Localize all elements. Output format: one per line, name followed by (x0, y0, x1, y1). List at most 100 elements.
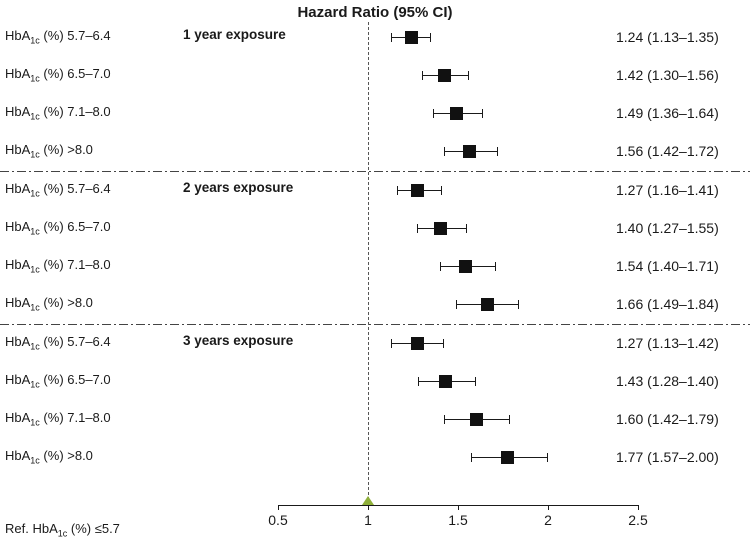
ci-cap-high (496, 147, 498, 156)
ci-cap-high (518, 300, 520, 309)
x-axis-tick (638, 505, 639, 510)
hr-value: 1.54 (1.40–1.71) (616, 258, 719, 274)
row-label-text: HbA (5, 448, 31, 463)
row-label: HbA1c (%) >8.0 (5, 448, 93, 466)
hr-value: 1.60 (1.42–1.79) (616, 411, 719, 427)
hr-value: 1.77 (1.57–2.00) (616, 449, 719, 465)
row-label: HbA1c (%) 7.1–8.0 (5, 104, 111, 122)
ci-cap-high (440, 186, 442, 195)
row-label-text: 1c (30, 111, 40, 122)
row-label: HbA1c (%) 5.7–6.4 (5, 181, 111, 199)
row-label-text: HbA (5, 372, 31, 387)
ci-cap-high (475, 377, 476, 386)
row-label: HbA1c (%) 5.7–6.4 (5, 28, 111, 46)
group-header: 3 years exposure (183, 333, 294, 348)
x-axis-tick-label: 2 (544, 512, 552, 528)
row-label-text: (%) 7.1–8.0 (39, 410, 111, 425)
hr-marker (480, 298, 494, 311)
hr-marker (439, 375, 453, 388)
x-axis-tick-label: 2.5 (628, 512, 648, 528)
x-axis-tick-label: 1 (364, 512, 372, 528)
x-axis-tick (278, 505, 279, 510)
row-label-text: HbA (5, 257, 31, 272)
group-separator (0, 171, 750, 172)
row-label-text: HbA (5, 295, 31, 310)
ci-cap-low (391, 339, 393, 348)
ci-cap-high (547, 453, 548, 462)
x-axis-tick (368, 505, 369, 510)
hr-value: 1.42 (1.30–1.56) (616, 67, 719, 83)
ci-cap-low (432, 109, 434, 118)
row-label-text: 1c (30, 417, 40, 428)
ci-cap-low (456, 300, 458, 309)
hr-value: 1.66 (1.49–1.84) (616, 296, 719, 312)
row-label-text: HbA (5, 142, 31, 157)
row-label-text: (%) 7.1–8.0 (39, 104, 111, 119)
hr-marker (470, 413, 483, 426)
row-label-text: 1c (30, 302, 40, 313)
hr-value: 1.27 (1.13–1.42) (616, 335, 719, 351)
row-label-text: (%) 6.5–7.0 (39, 372, 111, 387)
row-label-text: (%) 5.7–6.4 (39, 181, 111, 196)
row-label: HbA1c (%) 7.1–8.0 (5, 257, 111, 275)
row-label-text: 1c (30, 455, 40, 466)
ci-cap-low (416, 224, 418, 233)
x-axis-tick (548, 505, 549, 510)
ci-cap-low (443, 147, 445, 156)
row-label: HbA1c (%) >8.0 (5, 142, 93, 160)
reference-note-text: (%) ≤5.7 (67, 521, 120, 536)
row-label-text: 1c (30, 341, 40, 352)
row-label: HbA1c (%) 6.5–7.0 (5, 219, 111, 237)
hr-marker (434, 222, 447, 235)
group-header: 1 year exposure (183, 27, 286, 42)
row-label-text: 1c (30, 35, 40, 46)
row-label-text: 1c (30, 264, 40, 275)
hr-marker (462, 145, 476, 158)
ci-cap-low (418, 377, 420, 386)
group-header: 2 years exposure (183, 180, 294, 195)
row-label-text: (%) 6.5–7.0 (39, 219, 111, 234)
x-axis-tick-label: 0.5 (268, 512, 288, 528)
ci-cap-high (467, 71, 469, 80)
row-label-text: (%) >8.0 (39, 448, 93, 463)
row-label-text: HbA (5, 28, 31, 43)
ci-cap-low (443, 415, 445, 424)
row-label-text: 1c (30, 73, 40, 84)
reference-note: Ref. HbA1c (%) ≤5.7 (5, 521, 120, 539)
hr-value: 1.40 (1.27–1.55) (616, 220, 719, 236)
row-label-text: 1c (30, 149, 40, 160)
row-label-text: HbA (5, 219, 31, 234)
hr-marker (410, 337, 424, 350)
row-label-text: (%) 6.5–7.0 (39, 66, 111, 81)
reference-line (368, 22, 369, 505)
ci-cap-low (440, 262, 441, 271)
row-label-text: HbA (5, 410, 31, 425)
hr-value: 1.43 (1.28–1.40) (616, 373, 719, 389)
ci-cap-high (494, 262, 496, 271)
row-label-text: 1c (30, 379, 40, 390)
row-label-text: HbA (5, 181, 31, 196)
chart-title: Hazard Ratio (95% CI) (297, 4, 453, 21)
ci-cap-high (509, 415, 511, 424)
row-label-text: (%) >8.0 (39, 295, 93, 310)
hr-marker (459, 260, 473, 273)
row-label: HbA1c (%) >8.0 (5, 295, 93, 313)
row-label-text: HbA (5, 104, 31, 119)
ci-cap-low (391, 33, 393, 42)
hr-value: 1.27 (1.16–1.41) (616, 182, 719, 198)
hr-marker (450, 107, 464, 120)
reference-marker-triangle (362, 496, 374, 505)
ci-cap-high (430, 33, 431, 42)
row-label-text: (%) 5.7–6.4 (39, 334, 111, 349)
row-label-text: 1c (30, 226, 40, 237)
ci-cap-high (442, 339, 444, 348)
reference-note-subscript: 1c (57, 528, 68, 539)
row-label: HbA1c (%) 6.5–7.0 (5, 66, 111, 84)
hr-marker (437, 69, 451, 82)
ci-cap-high (466, 224, 467, 233)
reference-note-text: Ref. HbA (5, 521, 58, 536)
ci-cap-low (396, 186, 398, 195)
ci-cap-low (422, 71, 423, 80)
hr-value: 1.24 (1.13–1.35) (616, 29, 719, 45)
